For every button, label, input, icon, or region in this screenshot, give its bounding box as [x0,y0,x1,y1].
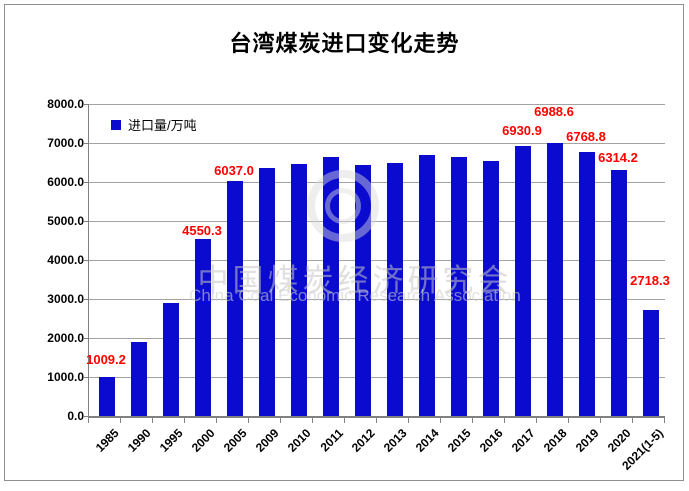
bar-2021(1-5) [643,310,659,416]
gridline [89,182,665,183]
x-axis-tick [504,418,505,423]
y-axis-tick-label: 1000.0 [47,370,84,384]
bar-1995 [163,302,179,416]
x-axis-tick [568,418,569,423]
bar-value-label: 1009.2 [86,351,126,367]
bar-value-label: 4550.3 [182,222,222,238]
chart-title: 台湾煤炭进口变化走势 [229,31,460,56]
bar-2005 [227,180,243,416]
gridline [89,143,665,144]
bar-2000 [195,238,211,416]
plot-area [88,104,665,418]
gridline [89,338,665,339]
x-axis-tick [632,418,633,423]
y-axis-tick-label: 6000.0 [47,175,84,189]
bar-2015 [451,157,467,416]
y-axis-tick [83,104,88,105]
watermark-logo-inner-icon [325,188,361,224]
chart-border [4,4,684,481]
x-axis-tick [600,418,601,423]
x-axis-tick [120,418,121,423]
bar-2020 [611,169,627,416]
x-axis-tick [248,418,249,423]
y-axis-tick [83,143,88,144]
gridline [89,104,665,105]
bar-value-label: 6768.8 [566,129,606,145]
gridline [89,221,665,222]
x-axis-tick [344,418,345,423]
bar-value-label: 6314.2 [598,149,638,165]
x-axis-tick [440,418,441,423]
x-axis-tick [376,418,377,423]
watermark-logo-icon [307,170,379,242]
y-axis-tick [83,416,88,417]
y-axis-tick-label: 2000.0 [47,331,84,345]
watermark-english-text: China Coal Economic Research Association [189,286,521,305]
x-axis-tick [408,418,409,423]
x-axis-tick [152,418,153,423]
bar-2013 [387,162,403,416]
gridline [89,377,665,378]
y-axis-tick-label: 8000.0 [47,97,84,111]
watermark-chinese-text: 中国煤炭经济研究会 [197,263,513,298]
x-axis-tick [216,418,217,423]
bar-value-label: 6037.0 [214,162,254,178]
y-axis-tick [83,221,88,222]
y-axis-tick [83,182,88,183]
x-axis-tick [536,418,537,423]
y-axis-tick [83,260,88,261]
bar-1985 [99,376,115,416]
bar-2017 [515,145,531,416]
y-axis-tick [83,377,88,378]
y-axis-tick-label: 5000.0 [47,214,84,228]
bar-2016 [483,160,499,416]
x-axis-tick [472,418,473,423]
bar-2010 [291,163,307,416]
x-axis-tick [280,418,281,423]
y-axis-tick-label: 7000.0 [47,136,84,150]
bar-value-label: 6930.9 [502,122,542,138]
x-axis-tick [184,418,185,423]
y-axis-tick-label: 4000.0 [47,253,84,267]
y-axis-tick-label: 0.0 [67,409,84,423]
bar-2018 [547,143,563,416]
gridline [89,299,665,300]
legend-swatch-icon [111,119,121,130]
x-axis-tick [88,418,89,423]
gridline [89,260,665,261]
bar-2014 [419,155,435,416]
y-axis-tick [83,338,88,339]
bar-value-label: 6988.6 [534,104,574,120]
bar-value-label: 2718.3 [630,272,670,288]
legend-label: 进口量/万吨 [128,118,197,133]
x-axis-tick [312,418,313,423]
y-axis-tick-label: 3000.0 [47,292,84,306]
bar-2009 [259,168,275,416]
bar-1990 [131,342,147,416]
x-axis-tick [664,418,665,423]
y-axis-tick [83,299,88,300]
bar-2019 [579,152,595,416]
legend: 进口量/万吨 [111,115,197,134]
